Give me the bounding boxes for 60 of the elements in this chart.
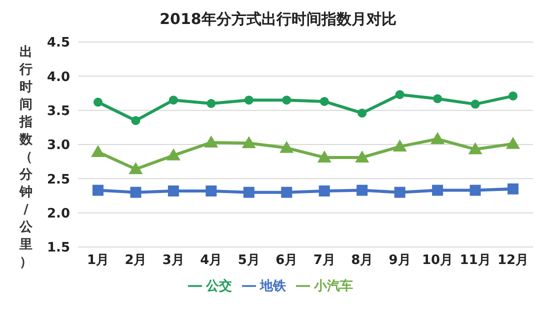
point — [470, 100, 480, 109]
point — [166, 148, 180, 160]
x-tick-label: 10月 — [422, 253, 454, 268]
x-tick-label: 3月 — [162, 253, 184, 268]
text: 出行时间指数（分钟/公里） — [20, 45, 32, 270]
point — [430, 132, 445, 144]
point — [356, 184, 368, 196]
x-tick-label: 8月 — [351, 253, 374, 268]
y-tick-label: 2.0 — [46, 206, 70, 222]
x-tick-label: 2月 — [124, 253, 147, 268]
x-tick-label: 6月 — [276, 253, 298, 268]
point — [318, 185, 330, 196]
legend-label: 公交 — [206, 279, 232, 294]
point — [168, 185, 179, 196]
point — [244, 96, 254, 105]
y-tick-label: 2.5 — [46, 172, 70, 188]
x-tick-label: 5月 — [238, 253, 260, 268]
x-tick-label: 7月 — [313, 253, 336, 268]
x-tick-label: 9月 — [388, 253, 411, 268]
point — [468, 142, 482, 154]
point — [355, 150, 370, 162]
point — [392, 140, 407, 152]
point — [130, 186, 142, 198]
point — [508, 183, 518, 194]
legend-label: 地铁 — [260, 279, 286, 294]
point — [94, 98, 102, 107]
point — [317, 150, 332, 162]
point — [395, 90, 404, 100]
point — [91, 145, 105, 158]
point — [433, 94, 442, 104]
x-tick-label: 1月 — [86, 253, 110, 268]
point — [204, 135, 218, 148]
x-tick-label: 11月 — [460, 253, 491, 268]
point — [92, 184, 104, 196]
point — [280, 140, 294, 153]
y-tick-label: 3.5 — [46, 104, 70, 119]
x-tick-label: 12月 — [497, 253, 529, 268]
point — [281, 186, 292, 198]
point — [506, 136, 520, 149]
y-tick-label: 1.5 — [46, 240, 70, 256]
legend-label: 小汽车 — [314, 279, 353, 294]
point — [394, 186, 406, 198]
chart-title: 2018年分方式出行时间指数月对比 — [158, 10, 398, 29]
point — [282, 96, 292, 105]
x-tick-label: 4月 — [200, 253, 222, 268]
point — [242, 136, 256, 148]
point — [358, 108, 367, 118]
point — [131, 116, 140, 126]
y-tick-label: 4.0 — [46, 70, 70, 85]
point — [470, 184, 481, 196]
point — [508, 91, 518, 100]
point — [128, 162, 143, 174]
y-tick-label: 3.0 — [46, 138, 70, 154]
y-tick-label: 4.5 — [46, 36, 70, 51]
point — [320, 96, 329, 106]
point — [432, 184, 444, 196]
point — [206, 99, 216, 108]
point — [206, 185, 217, 196]
point — [243, 186, 254, 198]
point — [168, 96, 178, 105]
